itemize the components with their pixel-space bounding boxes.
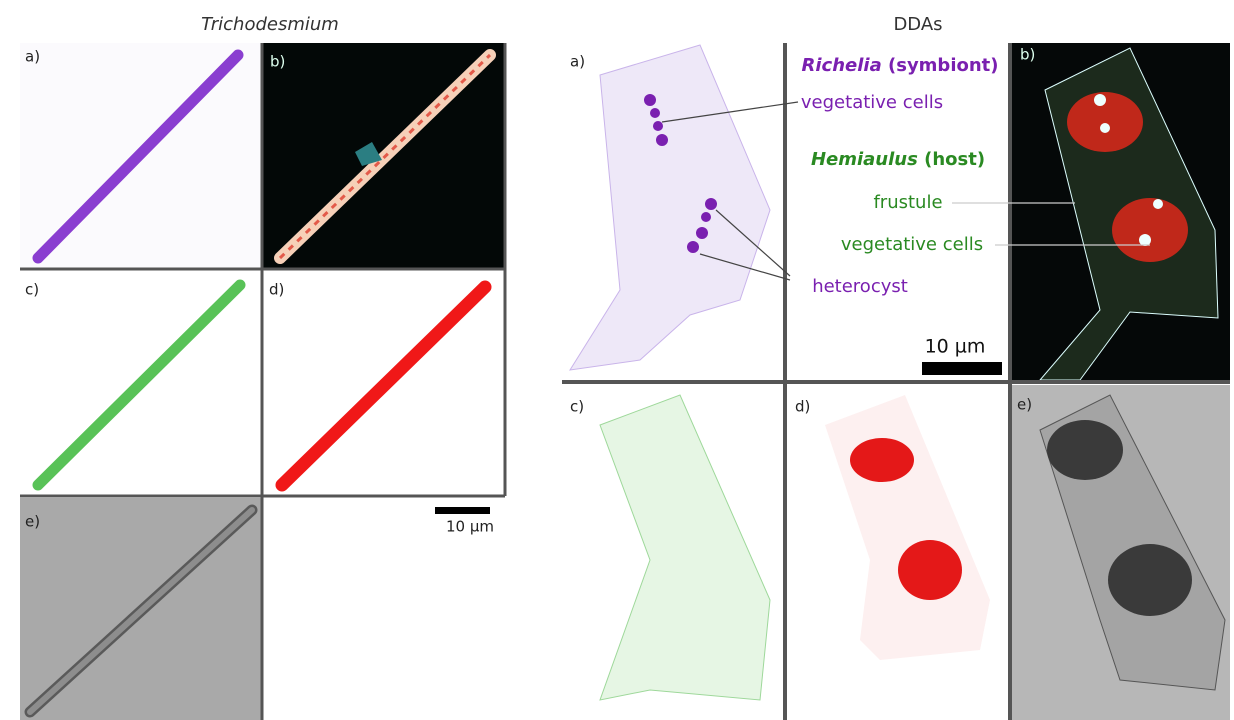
annotation: vegetative cells	[841, 234, 983, 255]
panel-label: e)	[25, 513, 40, 531]
scale-label: 10 µm	[446, 518, 494, 536]
richelia	[1112, 198, 1188, 262]
panel-label: d)	[269, 281, 284, 299]
role: (host)	[924, 149, 985, 170]
panel-label: d)	[795, 398, 810, 416]
panel-label: c)	[25, 281, 39, 299]
annotation: vegetative cells	[801, 92, 943, 113]
panel-label: b)	[1020, 46, 1035, 64]
panel-label: b)	[270, 53, 285, 71]
scale-bar	[922, 362, 1002, 375]
scale-label: 10 µm	[925, 336, 986, 358]
panel-label: a)	[25, 48, 40, 66]
left-title: Trichodesmium	[201, 14, 339, 35]
richelia	[850, 438, 914, 482]
genus: Hemiaulus	[811, 149, 918, 170]
genus: Richelia	[802, 55, 882, 76]
richelia	[1047, 420, 1123, 480]
role: (symbiont)	[888, 55, 999, 76]
figure: Trichodesmium a) b) c) d) e) 10 µm DDAs …	[0, 0, 1234, 720]
scale-bar	[435, 507, 490, 514]
panel-label: c)	[570, 398, 584, 416]
right-title: DDAs	[893, 14, 942, 35]
panel-label: a)	[570, 53, 585, 71]
richelia	[1108, 544, 1192, 616]
panel-label: e)	[1017, 396, 1032, 414]
annotation: heterocyst	[812, 276, 908, 297]
annotation: frustule	[873, 192, 942, 213]
richelia	[898, 540, 962, 600]
symbiont-label: Richelia (symbiont)	[802, 55, 999, 76]
host-label: Hemiaulus (host)	[811, 149, 985, 170]
